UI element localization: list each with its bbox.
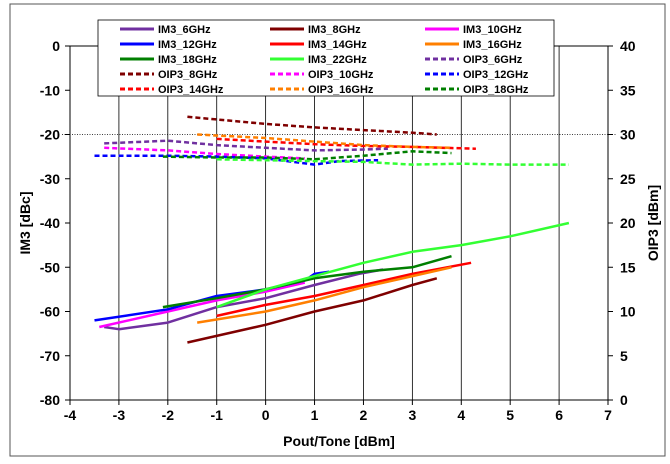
series-oip3-6ghz xyxy=(104,139,388,152)
y-right-tick-label: 5 xyxy=(620,348,628,364)
series-im3-6ghz xyxy=(104,268,384,331)
y-left-tick-label: 0 xyxy=(52,38,60,54)
y-right-tick-label: 0 xyxy=(620,392,628,408)
legend-label-oip3-14ghz: OIP3_14GHz xyxy=(158,84,224,96)
x-tick-label: -3 xyxy=(113,407,126,423)
y-left-tick-label: -80 xyxy=(40,392,60,408)
legend-label-im3-8ghz: IM3_8GHz xyxy=(308,24,361,36)
x-tick-label: -2 xyxy=(162,407,175,423)
x-tick-label: 1 xyxy=(311,407,319,423)
legend-label-oip3-8ghz: OIP3_8GHz xyxy=(158,69,218,81)
x-axis-title: Pout/Tone [dBm] xyxy=(283,433,395,449)
legend-label-oip3-12ghz: OIP3_12GHz xyxy=(463,69,529,81)
series-im3-14ghz xyxy=(216,261,472,318)
legend-label-im3-22ghz: IM3_22GHz xyxy=(308,54,367,66)
legend-label-oip3-18ghz: OIP3_18GHz xyxy=(463,84,529,96)
series-layer xyxy=(94,115,570,344)
legend: IM3_6GHz IM3_8GHz IM3_10GHz IM3_12GHz IM3_14… xyxy=(97,19,555,97)
x-tick-label: 5 xyxy=(506,407,514,423)
legend-label-im3-18ghz: IM3_18GHz xyxy=(158,54,217,66)
x-tick-label: 2 xyxy=(360,407,368,423)
series-oip3-8ghz xyxy=(187,115,437,136)
x-tick-label: 0 xyxy=(262,407,270,423)
x-tick-label: -4 xyxy=(64,407,77,423)
legend-label-oip3-6ghz: OIP3_6GHz xyxy=(463,54,523,66)
series-oip3-18ghz xyxy=(162,150,452,161)
y-right-tick-label: 25 xyxy=(620,171,636,187)
plot-area-border xyxy=(69,45,609,401)
y-left-tick-label: -10 xyxy=(40,82,60,98)
tick-labels: -4 -3 -2 -1 0 1 2 3 4 5 6 70-10-20-30-40-50-60-70-8… xyxy=(40,38,636,423)
figure-frame xyxy=(9,3,666,457)
y-right-tick-label: 30 xyxy=(620,127,636,143)
series-im3-22ghz xyxy=(216,221,570,309)
x-tick-label: 6 xyxy=(555,407,563,423)
series-oip3-16ghz xyxy=(197,133,452,150)
series-im3-10ghz xyxy=(99,281,306,329)
y-left-tick-label: -40 xyxy=(40,215,60,231)
legend-label-oip3-10ghz: OIP3_10GHz xyxy=(308,69,374,81)
x-tick-label: 4 xyxy=(457,407,465,423)
series-im3-8ghz xyxy=(187,277,438,344)
series-im3-18ghz xyxy=(162,254,452,309)
y-right-tick-label: 20 xyxy=(620,215,636,231)
series-im3-16ghz xyxy=(196,266,452,324)
legend-label-im3-14ghz: IM3_14GHz xyxy=(308,39,367,51)
grid xyxy=(62,46,616,400)
series-oip3-14ghz xyxy=(216,137,476,150)
series-oip3-10ghz xyxy=(104,146,305,160)
y-left-axis-title: IM3 [dBc] xyxy=(17,192,33,255)
y-right-tick-label: 40 xyxy=(620,38,636,54)
axes xyxy=(65,45,613,405)
legend-label-im3-10ghz: IM3_10GHz xyxy=(463,24,522,36)
y-left-tick-label: -50 xyxy=(40,259,60,275)
legend-box xyxy=(97,19,555,97)
y-right-axis-title: OIP3 [dBm] xyxy=(645,185,661,261)
y-left-tick-label: -30 xyxy=(40,171,60,187)
x-tick-label: 7 xyxy=(604,407,612,423)
legend-label-im3-12ghz: IM3_12GHz xyxy=(158,39,217,51)
x-tick-label: 3 xyxy=(408,407,416,423)
y-right-tick-label: 15 xyxy=(620,259,636,275)
legend-label-oip3-16ghz: OIP3_16GHz xyxy=(308,84,374,96)
legend-label-im3-16ghz: IM3_16GHz xyxy=(463,39,522,51)
y-right-tick-label: 35 xyxy=(620,82,636,98)
series-im3-12ghz xyxy=(94,270,330,322)
series-oip3-22ghz xyxy=(216,158,569,166)
y-left-tick-label: -70 xyxy=(40,348,60,364)
y-right-tick-label: 10 xyxy=(620,304,636,320)
y-left-tick-label: -60 xyxy=(40,304,60,320)
y-left-tick-label: -20 xyxy=(40,127,60,143)
legend-label-im3-6ghz: IM3_6GHz xyxy=(158,24,211,36)
x-tick-label: -1 xyxy=(211,407,224,423)
